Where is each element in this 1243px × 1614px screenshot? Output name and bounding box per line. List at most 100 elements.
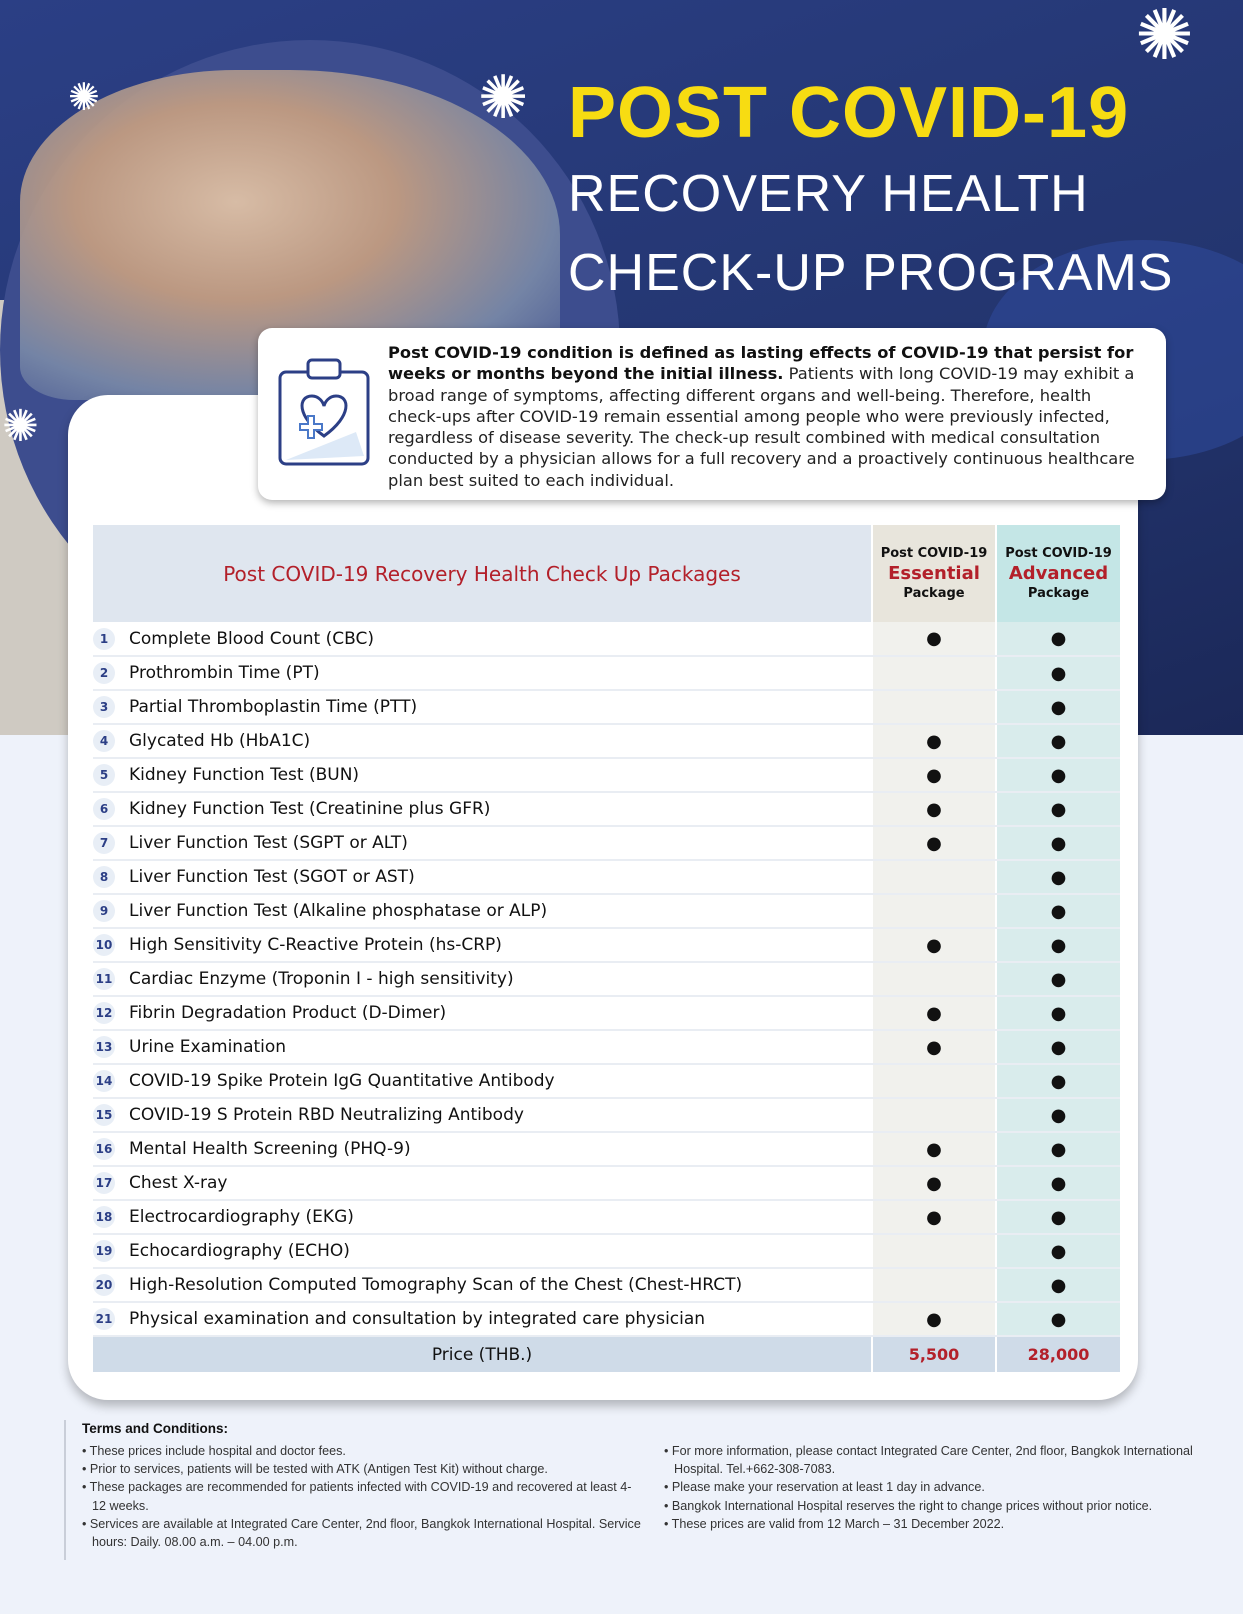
table-row: 10 High Sensitivity C-Reactive Protein (h… (93, 928, 1120, 963)
essential-cell (871, 656, 996, 691)
test-name-cell: 2 Prothrombin Time (PT) (93, 656, 872, 691)
row-number: 5 (93, 764, 115, 786)
table-row: 15 COVID-19 S Protein RBD Neutralizing An… (93, 1098, 1120, 1133)
essential-cell (871, 1268, 996, 1303)
row-number: 4 (93, 730, 115, 752)
advanced-cell: ● (995, 1030, 1120, 1065)
included-mark: ● (1050, 764, 1067, 786)
included-mark: ● (926, 1308, 942, 1330)
essential-top: Post COVID-19 (880, 546, 988, 561)
advanced-cell: ● (995, 1132, 1120, 1167)
row-number: 13 (93, 1036, 115, 1058)
test-name-cell: 10 High Sensitivity C-Reactive Protein (h… (93, 928, 872, 963)
included-mark: ● (1050, 662, 1067, 684)
included-mark: ● (1050, 1172, 1067, 1194)
included-mark: ● (1050, 1036, 1067, 1058)
advanced-name: Advanced (1008, 563, 1109, 584)
test-name: High Sensitivity C-Reactive Protein (hs-… (129, 935, 502, 955)
clipboard-heart-icon (278, 358, 370, 466)
test-name: Cardiac Enzyme (Troponin I - high sensit… (129, 969, 514, 989)
table-row: 2 Prothrombin Time (PT) ● (93, 656, 1120, 691)
advanced-cell: ● (995, 1064, 1120, 1099)
essential-cell: ● (871, 826, 996, 861)
included-mark: ● (1050, 1138, 1067, 1160)
advanced-cell: ● (995, 962, 1120, 997)
advanced-cell: ● (995, 690, 1120, 725)
table-title: Post COVID-19 Recovery Health Check Up P… (93, 525, 872, 622)
terms-item: • Bangkok International Hospital reserve… (664, 1498, 1153, 1513)
test-name-cell: 6 Kidney Function Test (Creatinine plus G… (93, 792, 872, 827)
essential-cell: ● (871, 928, 996, 963)
included-mark: ● (1050, 1308, 1067, 1330)
included-mark: ● (926, 730, 942, 752)
test-name: Complete Blood Count (CBC) (129, 628, 374, 649)
essential-cell: ● (871, 1030, 996, 1065)
essential-cell: ● (871, 622, 996, 657)
test-name-cell: 3 Partial Thromboplastin Time (PTT) (93, 690, 872, 725)
test-name-cell: 1 Complete Blood Count (CBC) (93, 622, 872, 657)
test-name-cell: 11 Cardiac Enzyme (Troponin I - high sens… (93, 962, 872, 997)
included-mark: ● (1050, 1206, 1067, 1228)
price-label: Price (THB.) (93, 1336, 872, 1372)
test-name: Echocardiography (ECHO) (129, 1241, 350, 1261)
test-name-cell: 14 COVID-19 Spike Protein IgG Quantitativ… (93, 1064, 872, 1099)
essential-cell: ● (871, 1200, 996, 1235)
intro-bold: Post COVID-19 condition is defined as la… (388, 343, 1134, 384)
advanced-cell: ● (995, 1234, 1120, 1269)
advanced-cell: ● (995, 1268, 1120, 1303)
essential-cell (871, 1234, 996, 1269)
advanced-top: Post COVID-19 (1005, 546, 1112, 561)
included-mark: ● (926, 628, 942, 649)
essential-cell (871, 1064, 996, 1099)
advanced-cell: ● (995, 996, 1120, 1031)
test-name: Liver Function Test (SGPT or ALT) (129, 833, 408, 853)
title-sub-1: RECOVERY HEALTH (568, 165, 1089, 223)
terms-item: • Please make your reservation at least … (664, 1480, 985, 1495)
included-mark: ● (1050, 730, 1067, 752)
table-row: 13 Urine Examination ● ● (93, 1030, 1120, 1065)
included-mark: ● (1050, 968, 1067, 990)
table-row: 4 Glycated Hb (HbA1C) ● ● (93, 724, 1120, 759)
essential-cell (871, 962, 996, 997)
advanced-header: Post COVID-19 Advanced Package (995, 525, 1120, 622)
row-number: 17 (93, 1172, 115, 1194)
row-number: 16 (93, 1138, 115, 1160)
advanced-cell: ● (995, 656, 1120, 691)
test-name: Fibrin Degradation Product (D-Dimer) (129, 1003, 447, 1023)
table-row: 11 Cardiac Enzyme (Troponin I - high sens… (93, 962, 1120, 997)
terms-item: • Services are available at Integrated C… (82, 1516, 641, 1550)
essential-cell: ● (871, 724, 996, 759)
virus-icon: ✺ (478, 63, 529, 133)
essential-header: Post COVID-19 Essential Package (871, 525, 996, 622)
row-number: 11 (93, 968, 115, 990)
included-mark: ● (1050, 628, 1067, 649)
row-number: 8 (93, 866, 115, 888)
row-number: 18 (93, 1206, 115, 1228)
test-name: Urine Examination (129, 1037, 287, 1057)
test-name: Prothrombin Time (PT) (129, 663, 320, 683)
terms-item: • These prices are valid from 12 March –… (664, 1516, 1005, 1531)
test-name: Mental Health Screening (PHQ-9) (129, 1139, 411, 1159)
test-name-cell: 17 Chest X-ray (93, 1166, 872, 1201)
terms-title: Terms and Conditions: (82, 1421, 229, 1436)
essential-cell: ● (871, 1302, 996, 1337)
included-mark: ● (1050, 832, 1067, 854)
advanced-cell: ● (995, 928, 1120, 963)
included-mark: ● (1050, 696, 1067, 718)
test-name: Electrocardiography (EKG) (129, 1207, 354, 1227)
terms-item: • Prior to services, patients will be te… (82, 1462, 548, 1477)
test-name: High-Resolution Computed Tomography Scan… (129, 1275, 743, 1295)
included-mark: ● (1050, 1240, 1067, 1262)
test-name: Kidney Function Test (BUN) (129, 765, 360, 785)
terms-right-column: • For more information, please contact I… (664, 1442, 1224, 1533)
essential-cell: ● (871, 1166, 996, 1201)
advanced-cell: ● (995, 758, 1120, 793)
row-number: 6 (93, 798, 115, 820)
test-name: Chest X-ray (129, 1173, 228, 1193)
advanced-cell: ● (995, 622, 1120, 657)
included-mark: ● (1050, 1274, 1067, 1296)
advanced-cell: ● (995, 1200, 1120, 1235)
advanced-cell: ● (995, 1098, 1120, 1133)
advanced-cell: ● (995, 792, 1120, 827)
included-mark: ● (1050, 900, 1067, 922)
